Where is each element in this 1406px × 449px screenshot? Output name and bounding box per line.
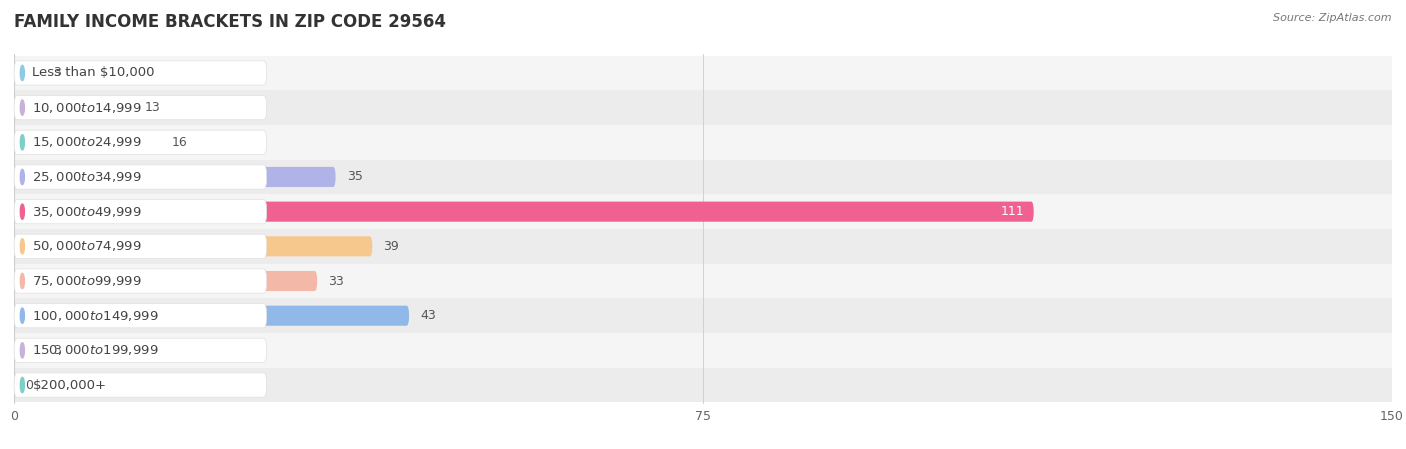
FancyBboxPatch shape	[14, 61, 267, 85]
FancyBboxPatch shape	[14, 96, 267, 120]
FancyBboxPatch shape	[14, 236, 373, 256]
Circle shape	[20, 135, 24, 150]
FancyBboxPatch shape	[14, 199, 267, 224]
Text: 13: 13	[145, 101, 160, 114]
Circle shape	[20, 204, 24, 219]
Text: $75,000 to $99,999: $75,000 to $99,999	[32, 274, 142, 288]
Text: 0: 0	[25, 379, 34, 392]
Text: 3: 3	[52, 344, 60, 357]
Text: 16: 16	[172, 136, 188, 149]
Bar	[14, 229, 1392, 264]
FancyBboxPatch shape	[14, 167, 336, 187]
Circle shape	[20, 239, 24, 254]
Text: 3: 3	[52, 66, 60, 79]
Bar	[14, 298, 1392, 333]
FancyBboxPatch shape	[14, 269, 267, 293]
Text: $50,000 to $74,999: $50,000 to $74,999	[32, 239, 142, 253]
FancyBboxPatch shape	[14, 338, 267, 362]
Circle shape	[20, 378, 24, 393]
Text: $100,000 to $149,999: $100,000 to $149,999	[32, 308, 159, 323]
FancyBboxPatch shape	[14, 373, 267, 397]
FancyBboxPatch shape	[14, 202, 1033, 222]
Circle shape	[20, 65, 24, 80]
FancyBboxPatch shape	[14, 63, 42, 83]
Text: $150,000 to $199,999: $150,000 to $199,999	[32, 343, 159, 357]
Bar	[14, 125, 1392, 160]
Text: $25,000 to $34,999: $25,000 to $34,999	[32, 170, 142, 184]
Text: 33: 33	[328, 274, 344, 287]
Text: $10,000 to $14,999: $10,000 to $14,999	[32, 101, 142, 114]
Circle shape	[20, 100, 24, 115]
Bar	[14, 56, 1392, 90]
FancyBboxPatch shape	[14, 304, 267, 328]
Text: Less than $10,000: Less than $10,000	[32, 66, 155, 79]
FancyBboxPatch shape	[14, 234, 267, 259]
FancyBboxPatch shape	[14, 271, 318, 291]
Bar	[14, 194, 1392, 229]
Text: $35,000 to $49,999: $35,000 to $49,999	[32, 205, 142, 219]
Bar	[14, 264, 1392, 298]
Circle shape	[20, 169, 24, 185]
Text: 39: 39	[384, 240, 399, 253]
Circle shape	[20, 343, 24, 358]
Bar	[14, 90, 1392, 125]
Bar	[14, 333, 1392, 368]
Text: Source: ZipAtlas.com: Source: ZipAtlas.com	[1274, 13, 1392, 23]
FancyBboxPatch shape	[14, 165, 267, 189]
FancyBboxPatch shape	[14, 97, 134, 118]
Bar	[14, 368, 1392, 402]
Text: $200,000+: $200,000+	[32, 379, 107, 392]
Text: $15,000 to $24,999: $15,000 to $24,999	[32, 135, 142, 150]
Text: 111: 111	[1001, 205, 1025, 218]
Text: FAMILY INCOME BRACKETS IN ZIP CODE 29564: FAMILY INCOME BRACKETS IN ZIP CODE 29564	[14, 13, 446, 31]
Text: 35: 35	[347, 171, 363, 184]
Circle shape	[20, 273, 24, 289]
Text: 43: 43	[420, 309, 436, 322]
Bar	[14, 160, 1392, 194]
FancyBboxPatch shape	[14, 132, 162, 152]
FancyBboxPatch shape	[14, 306, 409, 326]
FancyBboxPatch shape	[14, 340, 42, 361]
Circle shape	[20, 308, 24, 323]
FancyBboxPatch shape	[14, 130, 267, 154]
